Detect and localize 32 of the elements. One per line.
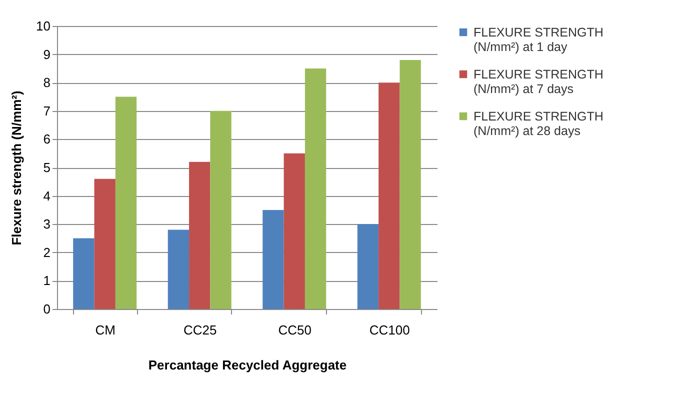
legend-label: FLEXURE STRENGTH (N/mm²) at 7 days [474, 67, 604, 96]
bar [378, 82, 400, 309]
x-axis-title: Percantage Recycled Aggregate [148, 358, 347, 372]
bar [284, 153, 305, 309]
y-tick-label: 10 [36, 18, 50, 34]
y-tick-label: 3 [43, 216, 50, 232]
bar [115, 96, 137, 309]
bar [210, 110, 232, 309]
y-tick-label: 4 [43, 188, 50, 204]
y-tick-label: 0 [43, 302, 50, 316]
legend-label: FLEXURE STRENGTH (N/mm²) at 1 day [474, 25, 604, 54]
bar [73, 238, 94, 309]
bar [304, 68, 326, 309]
x-tick-label: CC100 [369, 322, 410, 338]
x-tick-label: CC50 [278, 322, 312, 338]
y-tick-label: 7 [43, 103, 50, 118]
bar [189, 162, 210, 309]
y-tick-label: 6 [43, 132, 50, 147]
y-tick-label: 5 [43, 160, 50, 175]
bar [94, 178, 116, 309]
x-tick-label: CM [95, 322, 116, 338]
bar [400, 60, 421, 309]
bar [168, 230, 190, 309]
x-tick-label: CC25 [183, 322, 217, 338]
y-axis-title: Flexure strength (N/mm²) [9, 90, 24, 246]
legend-label: FLEXURE STRENGTH (N/mm²) at 28 days [474, 109, 604, 138]
y-tick-label: 2 [43, 244, 50, 260]
bar [262, 210, 284, 309]
y-tick-label: 1 [43, 273, 50, 288]
bar [357, 224, 379, 309]
y-tick-label: 8 [43, 75, 50, 90]
y-tick-label: 9 [43, 46, 50, 62]
